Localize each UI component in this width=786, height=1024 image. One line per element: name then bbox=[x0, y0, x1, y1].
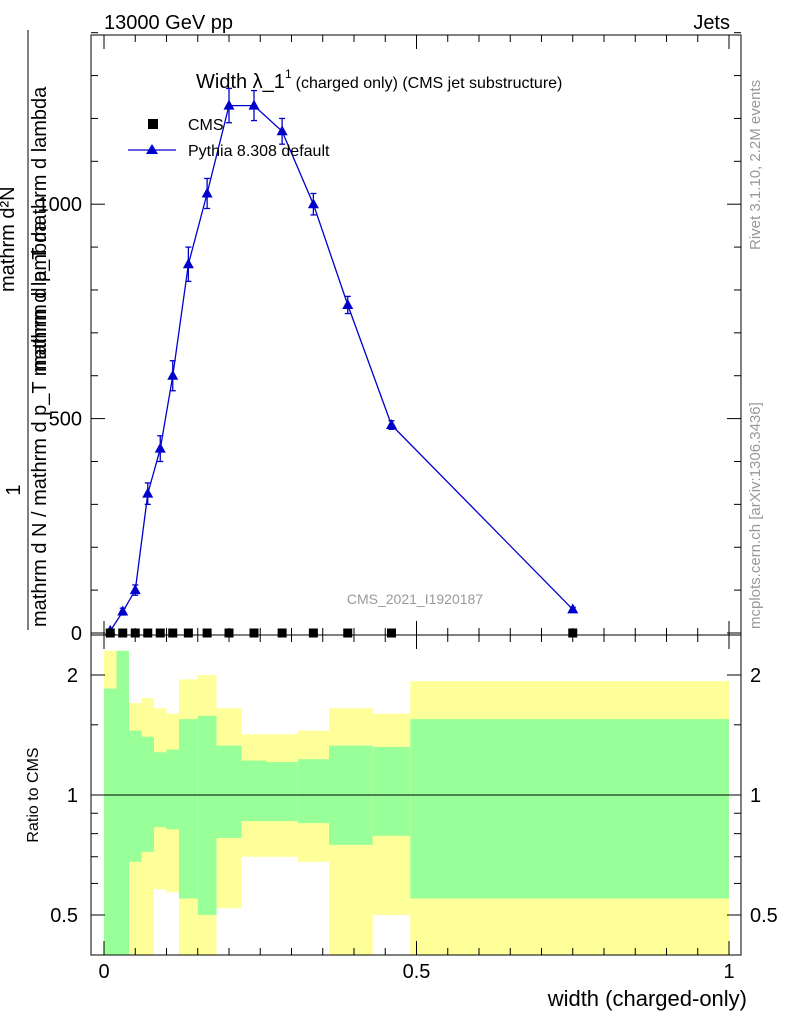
top-axes: 05001000150020002500 bbox=[38, 0, 741, 645]
header-right: Jets bbox=[693, 12, 730, 34]
plot-title: Width λ_11 (charged only) (CMS jet substr… bbox=[196, 67, 562, 93]
plot-title-main: Width λ_1 bbox=[196, 71, 285, 93]
cms-point bbox=[168, 628, 178, 638]
ratio-y-tick-label-left: 2 bbox=[67, 665, 78, 687]
mc-point bbox=[386, 419, 397, 430]
y-axis-label-top: 1 bbox=[3, 484, 25, 495]
cms-point bbox=[387, 628, 396, 638]
ratio-y-tick-label-right: 1 bbox=[750, 785, 761, 807]
mc-point bbox=[223, 99, 235, 110]
x-tick-label: 0.5 bbox=[403, 961, 431, 983]
legend-cms-marker bbox=[148, 119, 158, 129]
side-label-mcplots: mcplots.cern.ch [arXiv:1306.3436] bbox=[747, 402, 764, 629]
legend: CMS Pythia 8.308 default bbox=[128, 117, 330, 160]
legend-mc-marker bbox=[146, 144, 158, 154]
ratio-band-inner-9 bbox=[241, 760, 267, 822]
plot-title-sup: 1 bbox=[285, 67, 292, 81]
cms-point bbox=[143, 628, 153, 638]
ratio-plot-frame bbox=[90, 634, 742, 956]
y-tick-label: 1000 bbox=[38, 194, 83, 216]
y-tick-label: 0 bbox=[71, 623, 82, 645]
ratio-band-inner-1 bbox=[116, 650, 129, 955]
ratio-band-inner-5 bbox=[166, 749, 179, 830]
cms-point bbox=[155, 628, 165, 638]
mc-point bbox=[117, 605, 129, 616]
cms-point bbox=[277, 628, 287, 638]
mc-point bbox=[142, 487, 154, 498]
mc-line bbox=[109, 104, 574, 632]
ratio-band-inner-11 bbox=[297, 759, 329, 824]
mc-point bbox=[201, 187, 213, 198]
x-tick-label: 0 bbox=[98, 961, 109, 983]
ratio-band-inner-7 bbox=[197, 715, 217, 915]
y-axis-label-den: mathrm d p_T mathrm d lambda bbox=[29, 86, 51, 372]
mc-point bbox=[167, 369, 179, 380]
mc-point bbox=[567, 603, 579, 614]
ratio-band-inner-10 bbox=[266, 761, 298, 822]
cms-point bbox=[105, 628, 115, 638]
cms-point bbox=[183, 628, 193, 638]
y-axis-label-num: mathrm d²N bbox=[0, 186, 19, 292]
legend-cms-label: CMS bbox=[188, 117, 224, 134]
mc-point bbox=[276, 125, 288, 136]
mc-point bbox=[248, 99, 260, 110]
side-label-rivet: Rivet 3.1.10, 2.2M events bbox=[747, 80, 764, 250]
cms-point bbox=[202, 628, 212, 638]
ratio-y-tick-label-left: 0.5 bbox=[50, 905, 78, 927]
ratio-bands bbox=[91, 650, 741, 955]
y-axis-label-bottom: mathrm d N / mathrm d p_T mathrm d lambd… bbox=[29, 220, 51, 627]
mc-series bbox=[104, 87, 579, 635]
ratio-y-tick-label-left: 1 bbox=[67, 785, 78, 807]
plot-title-rest: (charged only) (CMS jet substructure) bbox=[296, 75, 563, 92]
mc-point bbox=[182, 258, 194, 269]
legend-mc-label: Pythia 8.308 default bbox=[188, 143, 330, 160]
mc-point bbox=[342, 298, 354, 309]
ratio-band-inner-14 bbox=[410, 719, 729, 899]
ratio-axes: 0 0.5 1 0.5 0.5 1 1 2 2 bbox=[50, 635, 778, 983]
header-left: 13000 GeV pp bbox=[104, 12, 233, 34]
x-tick-label: 1 bbox=[723, 961, 734, 983]
cms-point bbox=[343, 628, 353, 638]
mc-point bbox=[129, 584, 141, 595]
mc-point bbox=[307, 198, 319, 209]
ratio-band-inner-8 bbox=[216, 745, 242, 839]
cms-point bbox=[130, 628, 140, 638]
ratio-band-inner-4 bbox=[154, 752, 167, 828]
cms-point bbox=[224, 628, 234, 638]
ratio-y-label: Ratio to CMS bbox=[25, 747, 42, 842]
ratio-band-inner-2 bbox=[129, 730, 142, 862]
ratio-band-inner-13 bbox=[372, 746, 411, 836]
ratio-band-inner-6 bbox=[179, 719, 198, 899]
watermark: CMS_2021_I1920187 bbox=[347, 591, 483, 607]
cms-point bbox=[568, 628, 578, 638]
cms-point bbox=[118, 628, 128, 638]
ratio-band-inner-0 bbox=[104, 688, 117, 955]
cms-point bbox=[308, 628, 318, 638]
mc-point bbox=[154, 442, 166, 453]
y-tick-label: 1500 bbox=[38, 0, 83, 2]
ratio-y-tick-label-right: 2 bbox=[750, 665, 761, 687]
y-tick-label: 500 bbox=[49, 409, 82, 431]
cms-point bbox=[249, 628, 259, 638]
x-axis-label: width (charged-only) bbox=[547, 986, 747, 1011]
ratio-y-tick-label-right: 0.5 bbox=[750, 905, 778, 927]
ratio-band-inner-3 bbox=[141, 736, 154, 852]
data-series bbox=[105, 628, 578, 638]
